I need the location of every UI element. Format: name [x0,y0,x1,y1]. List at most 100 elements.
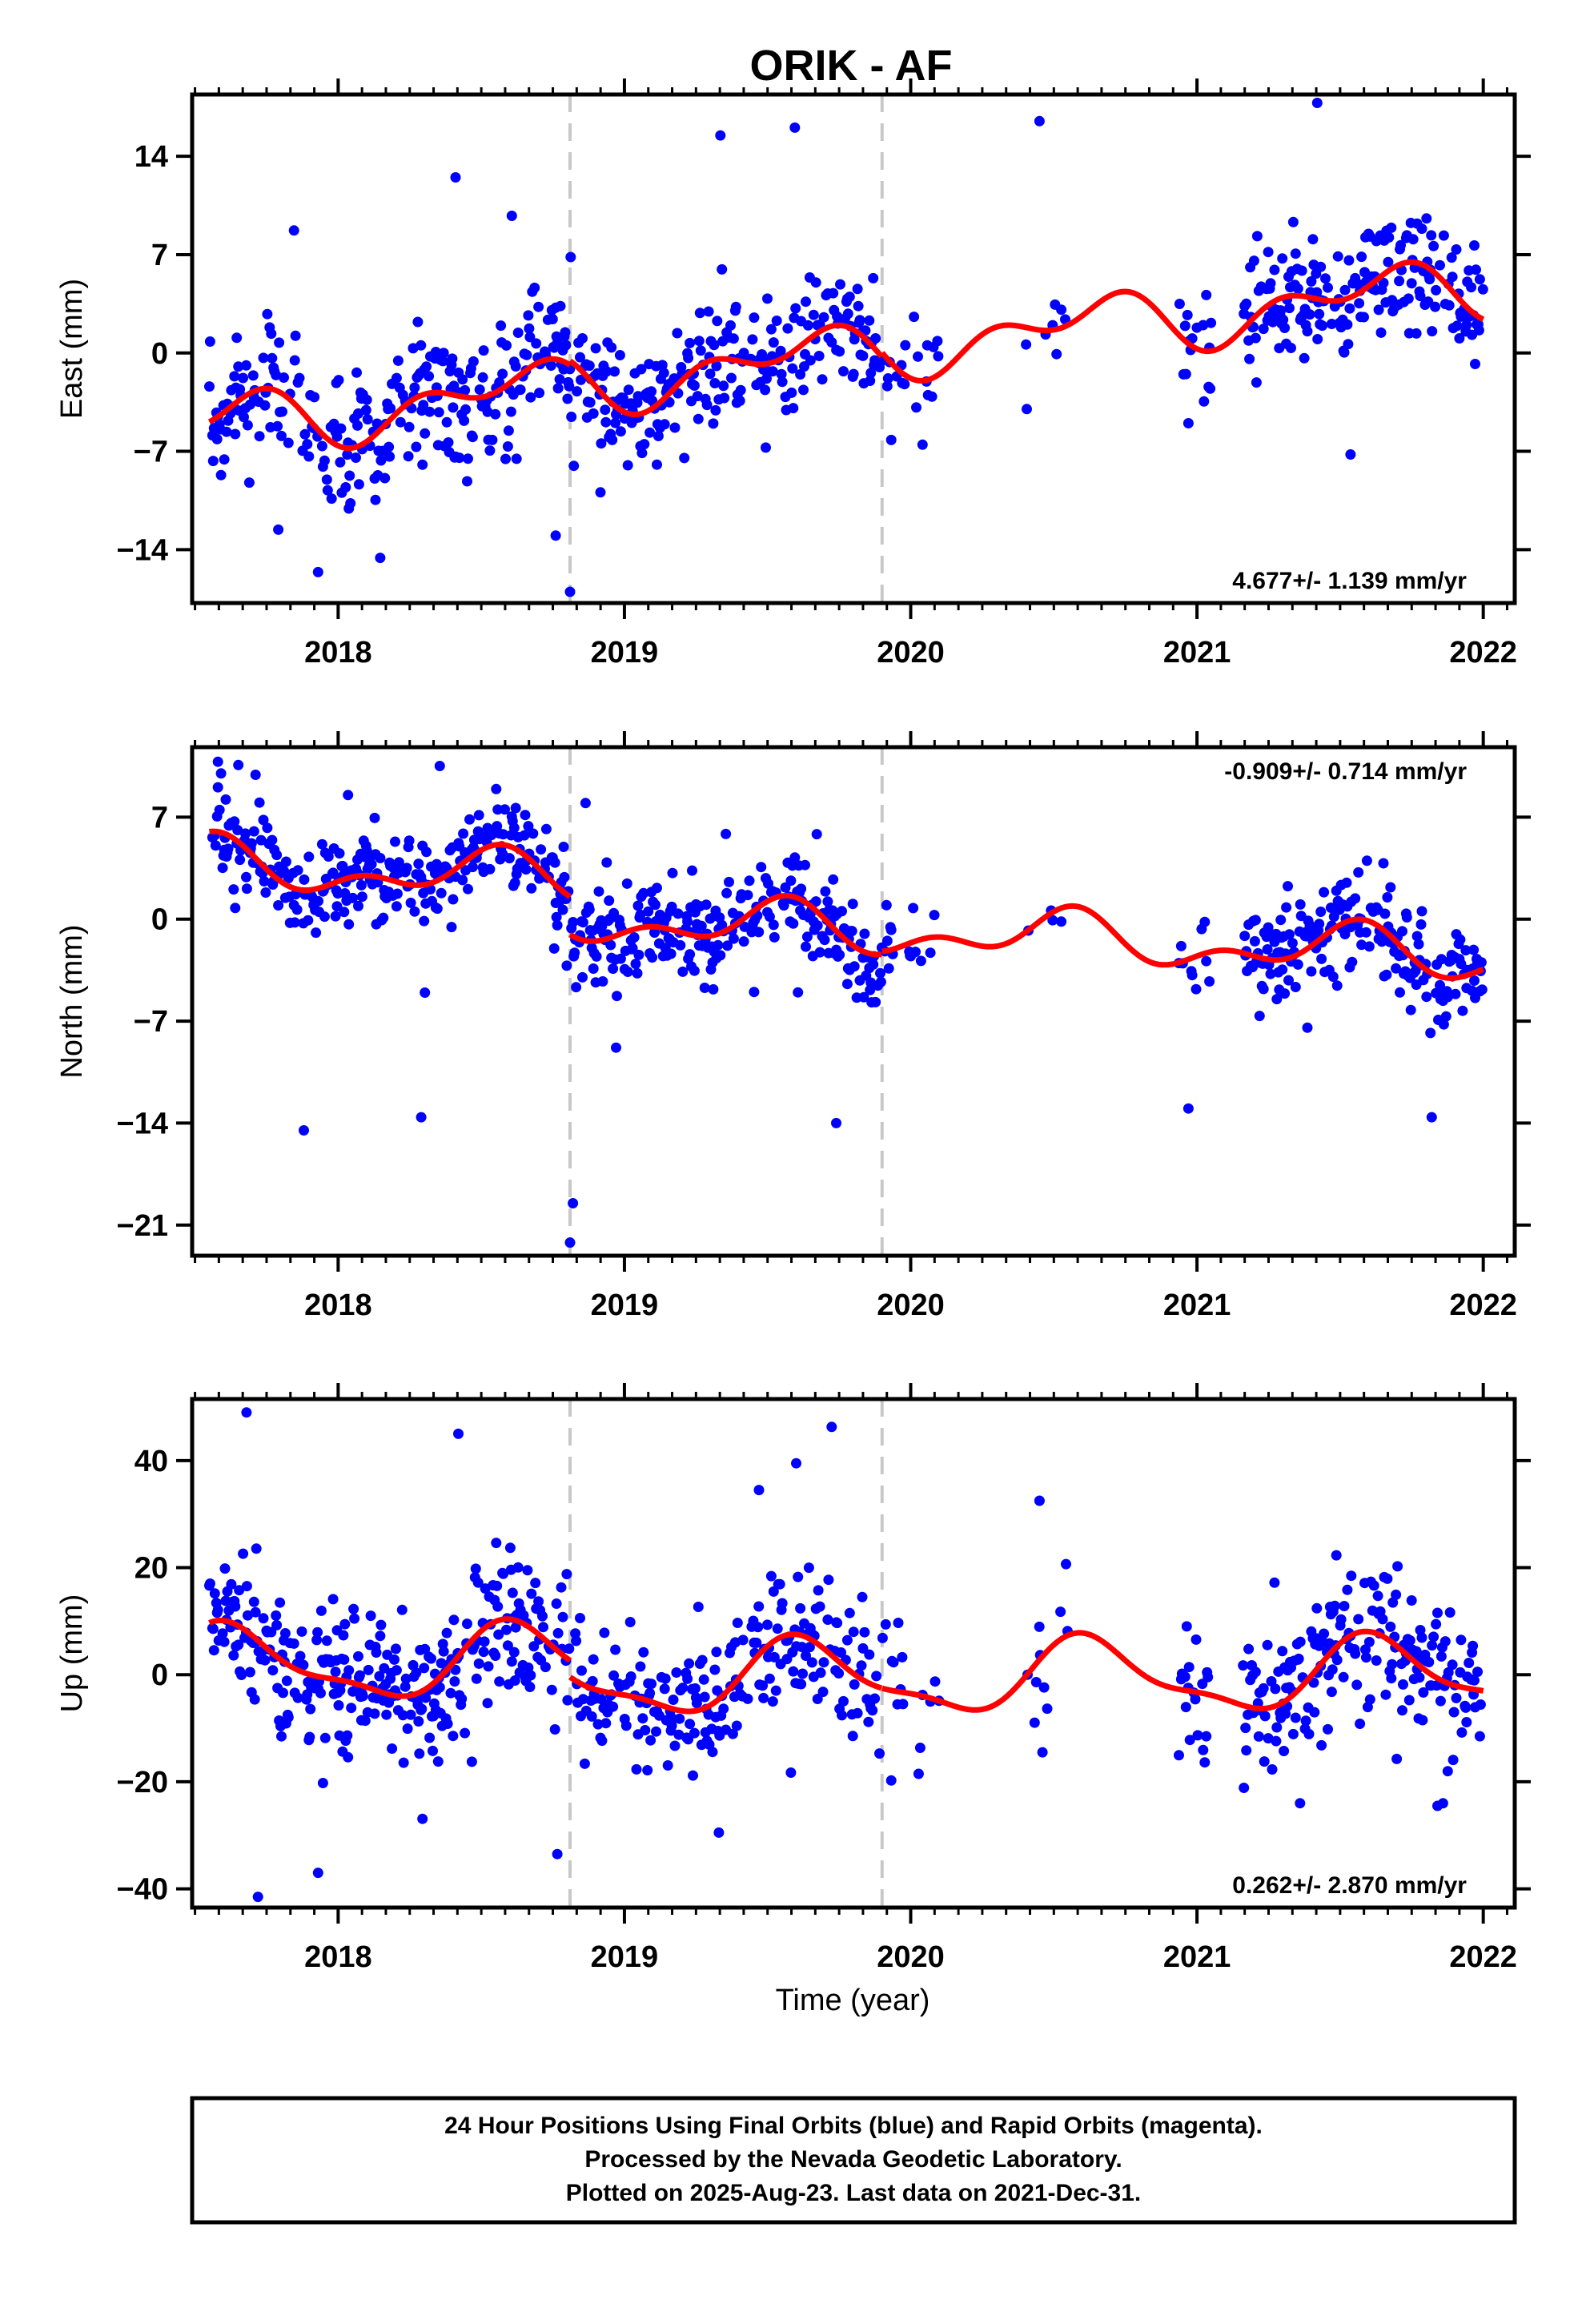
data-point [374,1671,385,1682]
data-point [881,380,893,392]
data-point [826,1421,837,1433]
data-point [586,1711,597,1722]
data-point [1353,866,1364,878]
data-point [1385,882,1396,893]
model-segment [568,1631,884,1715]
data-point [456,1693,468,1704]
data-point [559,871,570,883]
data-point [262,822,273,834]
y-axis-label: East (mm) [55,279,89,419]
y-tick-label: 0 [151,337,168,371]
data-point [355,879,367,891]
y-tick-label: −14 [117,1107,168,1140]
x-tick-label: 2022 [1449,1940,1517,1974]
data-point [424,406,436,417]
data-point [1474,274,1485,285]
data-point [560,340,572,351]
model-curve [207,828,1485,981]
plot-frame [190,92,1517,605]
data-point [1403,1695,1415,1706]
data-point [420,428,431,439]
data-point [608,1701,619,1712]
data-point [1251,231,1263,242]
data-point [217,1628,228,1639]
data-point [441,416,452,428]
data-point [837,906,847,917]
data-point [528,828,539,839]
data-point [212,782,223,793]
x-minor-ticks [194,740,1508,1263]
data-point [412,316,424,328]
x-tick-label: 2018 [304,1289,372,1322]
data-point [1258,1683,1269,1694]
data-point [828,287,839,299]
data-point [1435,259,1445,271]
data-point [457,374,468,385]
data-point [221,426,232,437]
data-point [1315,907,1327,917]
data-point [738,936,749,947]
data-point [1270,1683,1281,1695]
data-point [1250,915,1261,926]
data-point [233,759,244,770]
data-point [510,802,521,814]
data-point [1426,1112,1437,1123]
data-point [811,829,822,840]
data-point [371,418,383,429]
data-point [1263,247,1274,258]
data-point [482,1698,493,1709]
data-point [1174,1750,1184,1761]
data-point [1325,903,1336,913]
data-point [768,1586,779,1597]
data-point [453,1428,464,1439]
data-point [1421,991,1432,1003]
x-tick-label: 2018 [304,636,372,669]
data-point [424,1732,436,1743]
data-point [208,1645,219,1656]
data-point [525,392,536,403]
data-point [448,402,459,413]
data-point [707,1747,718,1758]
data-point [391,1665,402,1676]
data-point [460,404,472,415]
data-point [351,367,362,378]
data-point [1395,239,1406,251]
model-segment [207,1616,572,1699]
data-point [420,1643,431,1655]
data-point [303,915,314,926]
data-point [611,1042,621,1053]
data-point [593,886,604,897]
data-point [870,333,881,344]
data-point [1346,1570,1357,1582]
data-point [1373,304,1384,316]
data-point [677,1683,689,1694]
data-point [1461,320,1472,331]
data-point [1316,1739,1327,1751]
data-point [835,279,845,290]
data-point [233,361,244,372]
data-point [281,1675,292,1687]
data-point [375,553,386,564]
data-point [462,476,472,487]
data-point [737,1634,749,1646]
data-point [365,1610,376,1622]
data-point [790,303,801,314]
data-point [342,449,353,460]
data-point [728,933,739,944]
data-point [871,1671,882,1682]
data-point [1186,970,1198,981]
data-point [467,862,478,873]
data-point [1263,1733,1274,1744]
data-point [1335,1614,1347,1625]
data-point [295,1651,306,1662]
data-point [534,388,545,399]
data-point [370,494,381,505]
data-point [400,1681,411,1692]
data-point [436,887,447,899]
data-point [571,1635,582,1647]
data-point [1326,1687,1337,1698]
data-point [351,452,361,463]
data-point [701,899,712,911]
data-point [1360,1652,1371,1663]
